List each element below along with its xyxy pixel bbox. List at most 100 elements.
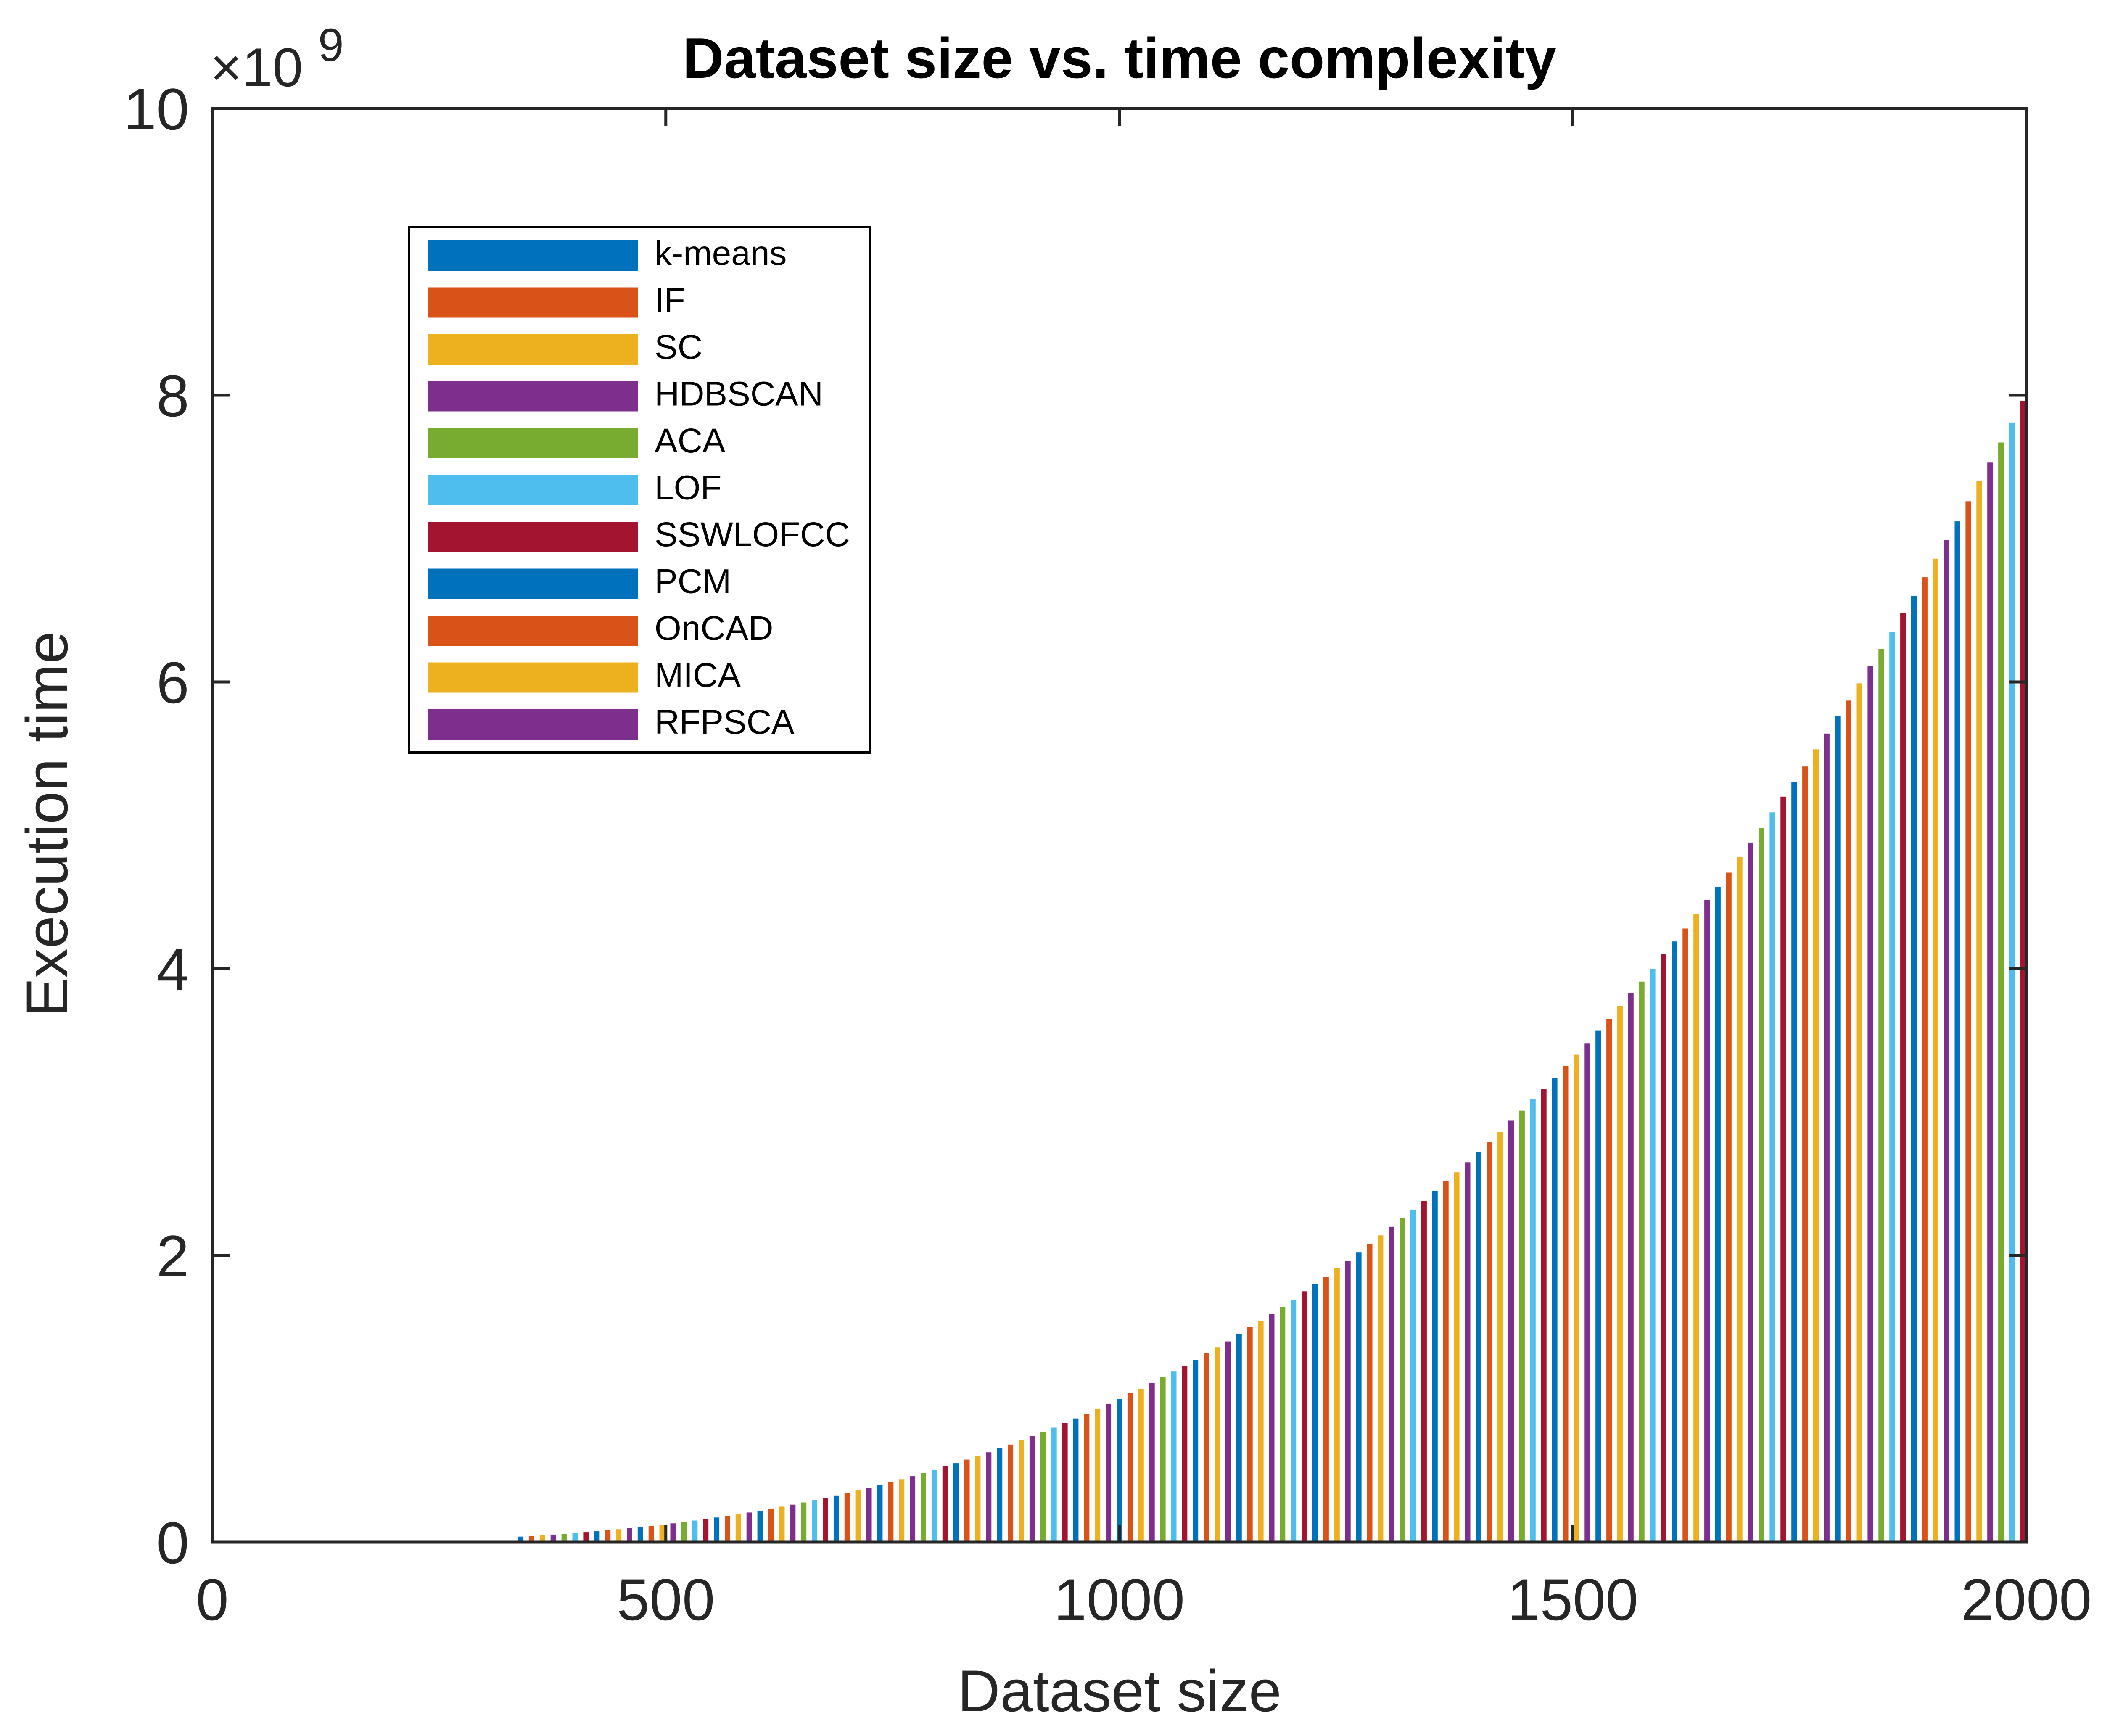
bar (2009, 422, 2015, 1542)
bar (2020, 401, 2025, 1542)
bar (1748, 842, 1753, 1542)
bar (757, 1511, 763, 1542)
x-tick-label: 500 (617, 1567, 715, 1633)
bar (1312, 1284, 1318, 1542)
bar (1889, 632, 1895, 1542)
legend-swatch (428, 475, 638, 505)
bar (1737, 857, 1743, 1542)
bar (801, 1502, 807, 1542)
bar (899, 1479, 905, 1542)
bar (942, 1466, 948, 1542)
bar (1367, 1244, 1373, 1542)
bar (1084, 1414, 1090, 1542)
bar (1922, 577, 1928, 1542)
bar (1247, 1327, 1253, 1542)
bar (1193, 1360, 1199, 1542)
bar (1987, 462, 1993, 1542)
bar (1334, 1268, 1340, 1542)
bar (1400, 1218, 1405, 1542)
bar (1933, 558, 1938, 1542)
legend-label: k-means (655, 234, 787, 272)
bar (1410, 1209, 1416, 1542)
bar (1291, 1300, 1297, 1542)
bar (1432, 1191, 1438, 1542)
bar (616, 1529, 622, 1542)
bar (1106, 1403, 1112, 1542)
bar (1965, 501, 1971, 1542)
bar (1356, 1252, 1362, 1542)
legend-items: k-means IF SC HDBSCAN ACA LOF SSWLOFCC PCM OnCAD… (428, 234, 850, 741)
bar (768, 1509, 774, 1542)
legend-swatch (428, 522, 638, 552)
bar (833, 1495, 839, 1542)
bar (1497, 1132, 1503, 1542)
y-exponent-power: 9 (318, 19, 344, 71)
bar (1617, 1006, 1623, 1542)
bar (986, 1452, 992, 1542)
bar (1606, 1019, 1612, 1542)
bar (746, 1512, 752, 1542)
bar (1269, 1314, 1275, 1542)
bar (921, 1473, 926, 1542)
bar (1117, 1399, 1122, 1542)
bar (1715, 887, 1721, 1542)
y-tick-label: 8 (156, 363, 189, 429)
bar (1530, 1099, 1536, 1542)
bar (1008, 1444, 1014, 1542)
bar (1693, 914, 1699, 1542)
bar (855, 1490, 861, 1542)
bar (910, 1476, 916, 1542)
bar (1704, 900, 1710, 1542)
legend-swatch (428, 381, 638, 412)
legend-swatch (428, 287, 638, 318)
bar (572, 1533, 578, 1542)
bar (1552, 1078, 1558, 1542)
bar (692, 1520, 698, 1542)
bar (1465, 1162, 1471, 1542)
bar (583, 1532, 589, 1542)
bar (1171, 1371, 1177, 1542)
bar (1661, 954, 1666, 1542)
bar (528, 1536, 534, 1542)
bar (1759, 828, 1764, 1542)
bar (637, 1527, 643, 1542)
bar (1595, 1030, 1601, 1542)
bar (1824, 733, 1830, 1542)
bar (1476, 1152, 1481, 1542)
legend-label: HDBSCAN (655, 375, 823, 413)
bar (1813, 749, 1819, 1542)
bar (1682, 928, 1688, 1542)
bar (997, 1448, 1003, 1542)
bar (975, 1456, 981, 1542)
y-exponent-base: ×10 (210, 37, 303, 98)
ticks-layer: 0 500 1000 1500 2000 0 2 4 6 8 10 (124, 76, 2091, 1633)
bar (627, 1528, 632, 1542)
legend-swatch (428, 334, 638, 365)
bar (1421, 1201, 1427, 1542)
bar (605, 1530, 611, 1542)
y-exponent-label: ×10 9 (210, 19, 344, 98)
legend-swatch (428, 428, 638, 458)
bar (1900, 613, 1906, 1542)
bar (1345, 1261, 1351, 1542)
bar (1062, 1423, 1068, 1542)
bars-layer (518, 401, 2025, 1543)
bar (1389, 1226, 1394, 1542)
x-tick-label: 1000 (1054, 1567, 1185, 1633)
legend-label: SC (655, 328, 702, 366)
bar (1258, 1321, 1264, 1542)
y-tick-label: 6 (156, 650, 189, 716)
bar (1563, 1066, 1569, 1542)
bar (1780, 796, 1786, 1542)
legend-label: RFPSCA (655, 703, 795, 741)
bar (1040, 1432, 1046, 1542)
bar (550, 1534, 556, 1542)
bar (1672, 941, 1677, 1542)
bar (1650, 969, 1656, 1542)
bar (953, 1463, 959, 1542)
bar (1204, 1353, 1209, 1542)
bar (1225, 1341, 1231, 1542)
bar (1998, 442, 2004, 1542)
